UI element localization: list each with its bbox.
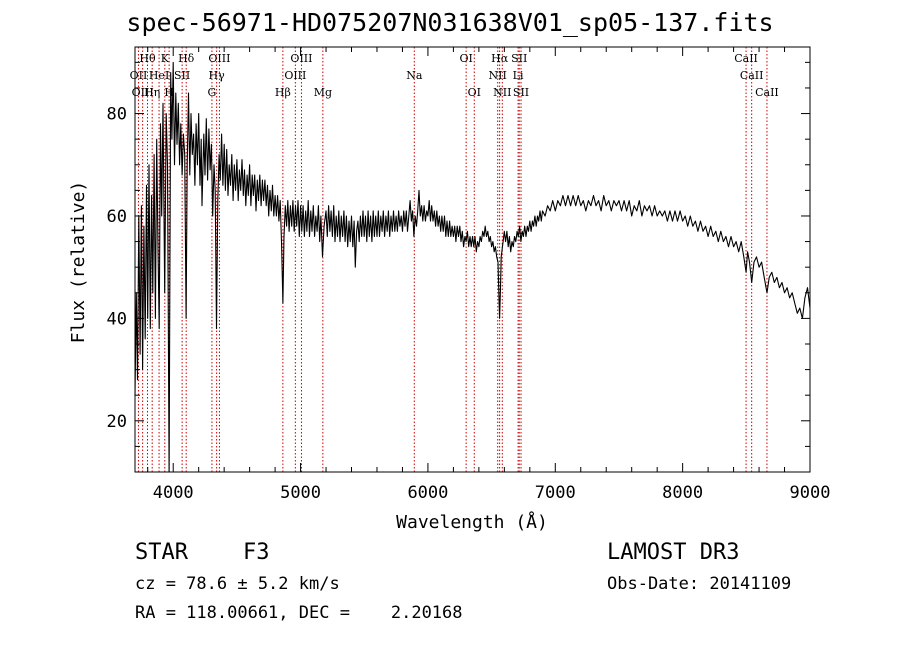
line-marker-label: SII: [513, 86, 529, 99]
line-marker-label: Hγ: [209, 69, 226, 82]
line-marker-label: OIII: [290, 52, 312, 65]
line-marker-label: OII: [130, 69, 148, 82]
chart-title: spec-56971-HD075207N031638V01_sp05-137.f…: [126, 8, 774, 37]
x-tick-label: 6000: [407, 483, 448, 503]
x-tick-label: 4000: [153, 483, 194, 503]
y-tick-label: 20: [107, 412, 127, 432]
redshift-line: cz = 78.6 ± 5.2 km/s: [135, 574, 340, 594]
line-marker-label: K: [161, 52, 170, 65]
line-marker-label: G: [208, 86, 217, 99]
object-subclass: F3: [243, 540, 270, 565]
line-marker-layer: [137, 47, 768, 472]
line-marker-label: Na: [406, 69, 423, 82]
line-marker-label: OIII: [132, 86, 154, 99]
line-marker-label: Hθ: [139, 52, 156, 65]
line-marker-label: Hα: [491, 52, 509, 65]
plot-frame: [134, 46, 811, 473]
line-marker-label: Hδ: [178, 52, 195, 65]
x-axis-label: Wavelength (Å): [396, 511, 548, 533]
x-tick-label: 7000: [535, 483, 576, 503]
line-marker-label: SII: [511, 52, 527, 65]
line-marker-label: SII: [174, 69, 190, 82]
line-marker-label: NII: [489, 69, 507, 82]
line-marker-label: OIII: [208, 52, 230, 65]
y-tick-label: 80: [107, 105, 127, 125]
x-tick-label: 9000: [790, 483, 831, 503]
object-class: STAR: [135, 540, 188, 565]
line-marker-label: Hη: [144, 86, 160, 99]
line-marker-label: H: [164, 86, 174, 99]
line-marker-label: Li: [513, 69, 524, 82]
coordinates: RA = 118.00661, DEC = 2.20168: [135, 603, 463, 623]
line-marker-label: OI: [459, 52, 472, 65]
line-marker-label: OIII: [284, 69, 306, 82]
line-marker-label: OI: [468, 86, 481, 99]
spectrum-line: [134, 61, 811, 473]
line-marker-label: NII: [493, 86, 511, 99]
y-tick-label: 60: [107, 207, 127, 227]
line-marker-label: CaII: [740, 69, 764, 82]
line-marker-label: CaII: [755, 86, 779, 99]
obs-date: Obs-Date: 20141109: [607, 574, 792, 594]
line-marker-label: CaII: [734, 52, 758, 65]
axis-ticks: 4000 5000 6000 7000 8000 9000 20 40 60 80: [107, 47, 831, 503]
line-marker-label: Hβ: [275, 86, 291, 99]
survey-name: LAMOST DR3: [607, 540, 740, 565]
line-marker-label: HeI: [149, 69, 169, 82]
x-tick-label: 8000: [662, 483, 703, 503]
line-marker-label: Mg: [314, 86, 332, 99]
x-tick-label: 5000: [280, 483, 321, 503]
y-tick-label: 40: [107, 309, 127, 329]
y-axis-label: Flux (relative): [68, 181, 89, 344]
